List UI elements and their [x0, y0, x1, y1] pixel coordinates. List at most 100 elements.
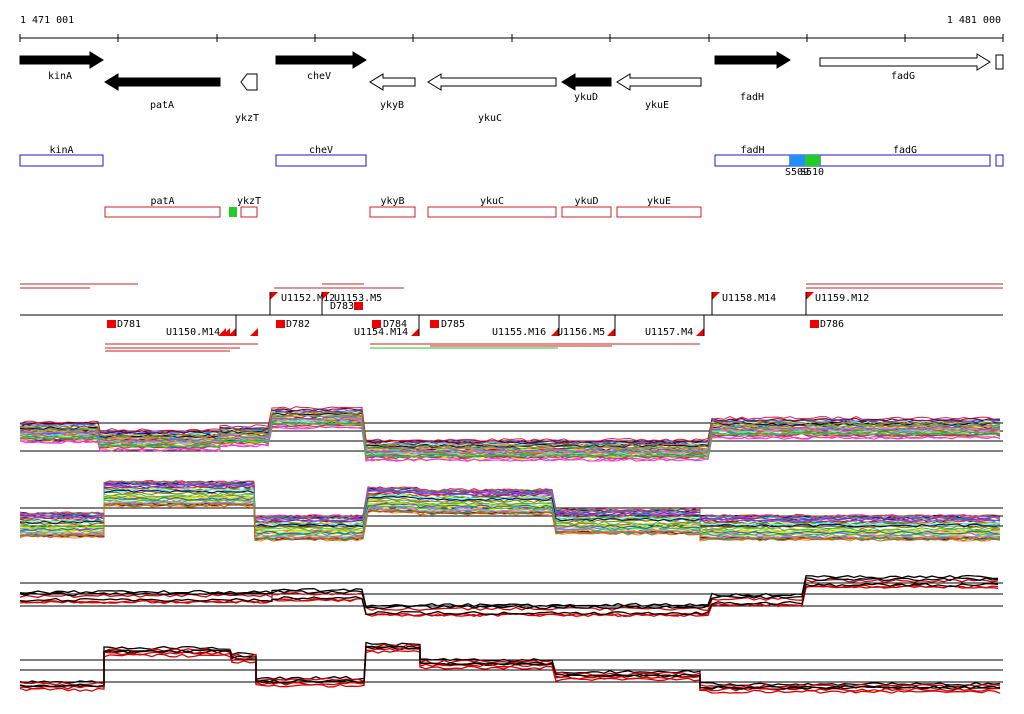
expression-trace [19, 647, 1001, 692]
unit-marker-U1155.M16 [551, 328, 559, 336]
highlight-label-S509: S509 [785, 167, 809, 178]
highlight-S510 [805, 155, 820, 166]
blue-feature-fadG [819, 154, 991, 167]
expression-trace [19, 489, 1001, 528]
blue-feature-label-fadG: fadG [893, 145, 917, 156]
deletion-marker-D781 [107, 320, 116, 328]
blue-feature-cheV [275, 154, 367, 167]
unit-marker-U1152.M12 [270, 292, 278, 300]
unit-marker-U1159.M12 [806, 292, 814, 300]
deletion-label-D784: D784 [383, 319, 407, 330]
red-feature-label-ykyB: ykyB [380, 196, 404, 207]
deletion-marker-D784 [372, 320, 381, 328]
expression-trace [19, 425, 1001, 462]
gene-label-ykuD: ykuD [574, 92, 598, 103]
expression-trace [19, 496, 1001, 535]
expression-trace [19, 578, 999, 612]
blue-feature-fadH [714, 154, 791, 167]
expression-trace [19, 584, 999, 618]
expression-trace [19, 426, 1001, 462]
expression-trace [19, 484, 1001, 523]
coord-start-label: 1 471 001 [20, 15, 74, 26]
gene-label-ykuC: ykuC [478, 113, 502, 124]
gene-label-cheV: cheV [307, 71, 331, 82]
red-feature-label-ykuD: ykuD [574, 196, 598, 207]
red-feature-ykuD [561, 206, 612, 218]
gene-label-fadH: fadH [740, 92, 764, 103]
gene-arrow-ykuC [427, 73, 557, 91]
gene-arrow-fadH [714, 51, 791, 69]
expression-trace [19, 645, 1001, 690]
expression-trace [19, 485, 1001, 524]
unit-label-U1150.M14: U1150.M14 [166, 327, 220, 338]
unit-marker-U1158.M14 [712, 292, 720, 300]
unit-label-U1153.M5: U1153.M5 [334, 293, 382, 304]
blue-feature-label-fadH: fadH [740, 145, 764, 156]
red-feature-label-ykuC: ykuC [480, 196, 504, 207]
gene-label-patA: patA [150, 100, 174, 111]
gene-label-ykuE: ykuE [645, 100, 669, 111]
blue-feature-label-cheV: cheV [309, 145, 333, 156]
expression-trace [19, 414, 1001, 451]
unit-marker-U1154.M14 [411, 328, 419, 336]
blue-feature-kinA [19, 154, 104, 167]
gene-label-fadG: fadG [891, 71, 915, 82]
expression-trace [19, 407, 1001, 444]
gene-arrow-fadG [819, 53, 991, 71]
ruler-ticks [19, 34, 1004, 42]
unit-label-U1158.M14: U1158.M14 [722, 293, 776, 304]
expression-trace [19, 406, 1000, 443]
deletion-marker-D783 [354, 302, 363, 310]
expression-trace [19, 650, 1001, 694]
deletion-marker-D785 [430, 320, 439, 328]
expression-trace [19, 418, 1001, 455]
expression-trace [19, 417, 1001, 454]
gene-label-ykyB: ykyB [380, 100, 404, 111]
gene-label-ykzT: ykzT [235, 113, 259, 124]
red-feature-label-patA: patA [150, 196, 174, 207]
expression-trace [19, 582, 999, 616]
highlight-S509 [790, 155, 805, 166]
unit-label-U1157.M4: U1157.M4 [645, 327, 693, 338]
unit-marker-U1153.M5 [322, 292, 330, 300]
expression-trace [19, 411, 1001, 448]
unit-marker-extra [250, 328, 258, 336]
expression-summary-reverse [19, 641, 1003, 694]
unit-marker-U1157.M4 [696, 328, 704, 336]
deletion-label-D782: D782 [286, 319, 310, 330]
expression-trace [19, 421, 1001, 458]
unit-marker-U1156.M5 [607, 328, 615, 336]
gene-arrow-ykuE [616, 73, 702, 91]
deletion-label-D781: D781 [117, 319, 141, 330]
deletion-label-D786: D786 [820, 319, 844, 330]
gene-arrow-cheV [275, 51, 367, 69]
unit-label-U1156.M5: U1156.M5 [557, 327, 605, 338]
gene-arrow-ykzT [240, 73, 258, 91]
unit-label-U1159.M12: U1159.M12 [815, 293, 869, 304]
unit-label-U1154.M14: U1154.M14 [354, 327, 408, 338]
gene-label-kinA: kinA [48, 71, 72, 82]
unit-label-U1155.M16: U1155.M16 [492, 327, 546, 338]
expression-trace [19, 416, 1001, 453]
red-feature-ykyB [369, 206, 416, 218]
expression-trace [19, 480, 1001, 519]
gene-track: kinA patA ykzT cheV ykyB ykuC ykuD ykuE fadH fadG [19, 51, 1004, 124]
expression-trace [19, 499, 1001, 538]
expression-trace [19, 641, 1001, 687]
deletion-marker-D782 [276, 320, 285, 328]
expression-trace [19, 422, 1001, 458]
gene-arrow-patA [104, 73, 221, 91]
expression-trace [19, 577, 999, 610]
expression-trace [19, 493, 1001, 532]
red-feature-ykuE [616, 206, 702, 218]
coord-end-label: 1 481 000 [947, 15, 1001, 26]
deletion-label-D785: D785 [441, 319, 465, 330]
blue-feature-label-kinA: kinA [49, 145, 73, 156]
gene-arrow-fragment [995, 54, 1004, 70]
red-feature-ykuC [427, 206, 557, 218]
deletion-label-D783: D783 [330, 301, 354, 312]
deletion-marker-D786 [810, 320, 819, 328]
red-feature-label-ykuE: ykuE [647, 196, 671, 207]
